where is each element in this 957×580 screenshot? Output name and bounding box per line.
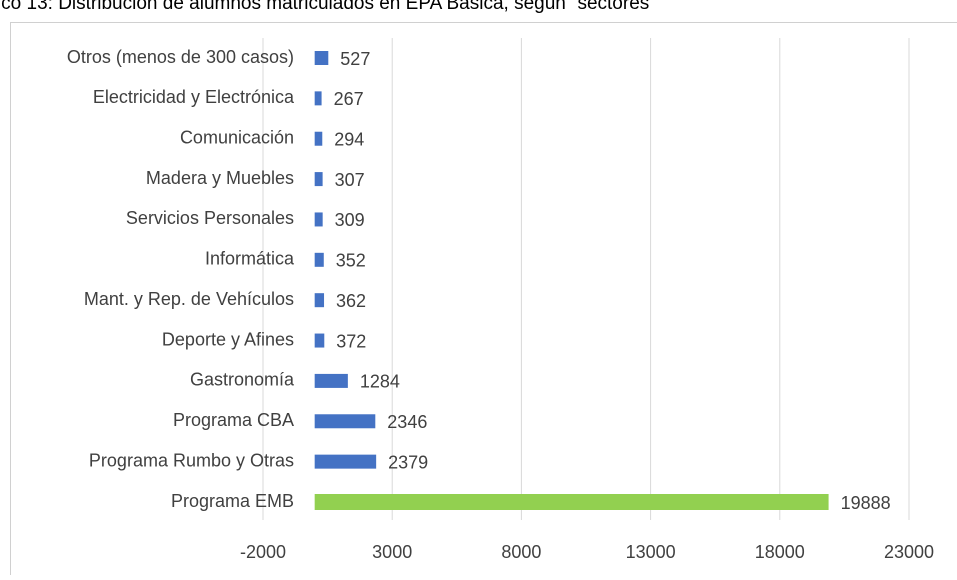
data-label: 362 [336,291,366,311]
bar [315,293,324,307]
bar [315,334,325,348]
x-tick-label: 13000 [626,542,676,562]
x-tick-label: 23000 [884,542,934,562]
bar [315,494,829,510]
y-tick-label: Mant. y Rep. de Vehículos [84,289,294,309]
data-label: 309 [335,210,365,230]
bar [315,455,376,469]
bar [315,212,323,226]
data-label: 527 [340,49,370,69]
bar [315,91,322,105]
data-label: 294 [334,129,364,149]
y-tick-label: Programa Rumbo y Otras [89,450,294,470]
y-tick-label: Programa EMB [171,491,294,511]
data-label: 19888 [841,493,891,513]
bar [315,253,324,267]
y-tick-label: Madera y Muebles [146,168,294,188]
data-label: 2379 [388,452,428,472]
y-tick-label: Comunicación [180,127,294,147]
bar [315,132,323,146]
y-tick-label: Servicios Personales [126,208,294,228]
chart-title: Gráfico 13: Distribución de alumnos matr… [0,0,656,14]
bar [315,51,329,65]
y-tick-label: Otros (menos de 300 casos) [67,47,294,67]
y-tick-label: Informática [205,249,295,269]
x-tick-label: 3000 [372,542,412,562]
data-label: 307 [335,170,365,190]
data-label: 1284 [360,372,400,392]
data-label: 372 [336,331,366,351]
x-tick-label: 8000 [501,542,541,562]
y-tick-label: Programa CBA [173,410,294,430]
bar [315,374,348,388]
x-tick-label: -2000 [240,542,286,562]
data-label: 352 [336,251,366,271]
data-label: 2346 [387,412,427,432]
y-tick-label: Electricidad y Electrónica [93,87,295,107]
data-label: 267 [334,89,364,109]
y-tick-label: Deporte y Afines [162,329,294,349]
bar [315,172,323,186]
x-tick-label: 18000 [755,542,805,562]
bar [315,414,376,428]
y-tick-label: Gastronomía [190,370,295,390]
